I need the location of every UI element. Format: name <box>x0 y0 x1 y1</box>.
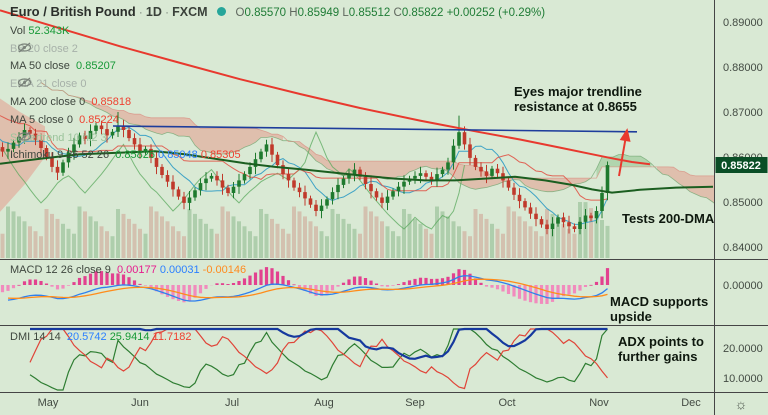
chikou-line <box>0 130 465 230</box>
volume-series <box>0 202 610 258</box>
time-axis-label: Oct <box>498 397 515 409</box>
axis-label: 0.00000 <box>723 280 763 292</box>
time-axis-label: Sep <box>405 397 425 409</box>
annotation-tests-200dma[interactable]: Tests 200-DMA <box>622 211 715 226</box>
time-axis-label: May <box>38 397 59 409</box>
legend-row-ma5[interactable]: MA 5 close 0 0.85224 <box>10 113 119 127</box>
axis-label: 0.87000 <box>723 107 763 119</box>
axis-label: 0.88000 <box>723 62 763 74</box>
market-status-icon <box>216 7 226 16</box>
text-part: 0.85818 <box>91 96 132 108</box>
text-part: MA 50 close <box>10 60 77 72</box>
text-part: 11.7182 <box>152 331 192 343</box>
time-axis-label: Dec <box>681 397 701 409</box>
text-part: MA 200 close 0 <box>10 96 92 108</box>
visibility-off-icon[interactable] <box>17 131 32 142</box>
price-pane[interactable] <box>0 9 751 258</box>
legend-row-ma50[interactable]: MA 50 close 0.85207 <box>10 59 116 73</box>
text-part: Supertrend 10 hl2 3 <box>10 132 107 144</box>
close-value: 0.85822 <box>401 7 447 19</box>
legend-row-ichimoku[interactable]: Ichimoku 9 26 52 26 0.85826 0.85048 0.85… <box>10 148 241 162</box>
legend-row-dmi[interactable]: DMI 14 14 20.5742 25.9414 11.7182 <box>10 330 191 344</box>
text-part: EMA 21 close 0 <box>10 78 87 90</box>
adx-line <box>30 327 608 360</box>
high-label: H <box>289 7 298 19</box>
visibility-off-icon[interactable] <box>17 77 32 88</box>
text-part: 0.85305 <box>200 149 241 161</box>
text-part: DMI 14 14 <box>10 331 67 343</box>
text-part: Ichimoku 9 26 52 26 <box>10 149 116 161</box>
text-part: 0.85224 <box>79 114 119 126</box>
price-axis[interactable]: 0.890000.880000.870000.860000.850000.840… <box>715 17 768 385</box>
macd-line <box>7 275 608 302</box>
time-axis-label: Aug <box>314 397 334 409</box>
legend-row-macd[interactable]: MACD 12 26 close 9 0.00177 0.00031 -0.00… <box>10 263 246 277</box>
change-value: +0.00252 (+0.29%) <box>446 7 546 19</box>
open-value: 0.85570 <box>244 7 290 19</box>
trend-arrow[interactable] <box>618 127 633 177</box>
text-part: 0.85826 <box>115 149 159 161</box>
open-label: O <box>235 7 245 19</box>
time-axis-label: Nov <box>589 397 609 409</box>
tenkan-line <box>0 126 608 225</box>
settings-icon[interactable]: ☼ <box>735 396 748 412</box>
text-part: 0.85048 <box>158 149 201 161</box>
text-part: 20.5742 <box>66 331 110 343</box>
legend-row-supertrend[interactable]: Supertrend 10 hl2 3 <box>10 131 107 145</box>
text-part: 52.343K <box>28 25 70 37</box>
axis-label: 0.85000 <box>723 197 763 209</box>
text-part: Vol <box>10 25 29 37</box>
annotation-adx-gains[interactable]: ADX points to further gains <box>618 334 704 364</box>
text-part: -0.00146 <box>202 264 247 276</box>
axis-label: 10.0000 <box>723 373 763 385</box>
plus-di-line <box>29 328 608 391</box>
text-part: MACD 12 26 close 9 <box>10 264 117 276</box>
time-axis-label: Jul <box>225 397 239 409</box>
ma50-line <box>0 150 714 194</box>
symbol-header[interactable]: Euro / British Pound · 1D · FXCM O0.85570… <box>10 4 546 19</box>
ma200-line <box>0 9 651 166</box>
time-axis[interactable]: May Jun Jul Aug Sep Oct Nov Dec ☼ <box>38 396 748 412</box>
low-value: 0.85512 <box>348 7 394 19</box>
high-value: 0.85949 <box>297 7 343 19</box>
dmi-pane[interactable] <box>29 327 608 391</box>
legend-row-ema21[interactable]: EMA 21 close 0 <box>10 77 86 91</box>
svg-text:0.85822: 0.85822 <box>721 160 761 172</box>
ohlc-values: O0.85570 H0.85949 L0.85512 C0.85822 +0.0… <box>236 7 546 19</box>
current-price-tag: 0.85822 <box>715 157 768 173</box>
close-label: C <box>393 7 402 19</box>
axis-label: 0.84000 <box>723 242 763 254</box>
text-part: BB 20 close 2 <box>10 43 78 55</box>
time-axis-label: Jun <box>131 397 149 409</box>
macd-pane[interactable] <box>0 267 610 304</box>
legend-row-volume[interactable]: Vol 52.343K <box>10 24 69 38</box>
annotation-macd-upside[interactable]: MACD supports upside <box>610 294 709 324</box>
legend-row-ma200[interactable]: MA 200 close 0 0.85818 <box>10 95 131 109</box>
text-part: 0.00031 <box>159 264 203 276</box>
annotation-trendline-resistance[interactable]: Eyes major trendline resistance at 0.8655 <box>514 84 642 114</box>
axis-label: 20.0000 <box>723 343 763 355</box>
text-part: 0.85207 <box>76 60 116 72</box>
trendline-drawing[interactable] <box>112 125 638 133</box>
symbol-title: Euro / British Pound <box>10 4 136 19</box>
kijun-line <box>0 115 608 201</box>
legend-row-bollinger[interactable]: BB 20 close 2 <box>10 42 78 56</box>
visibility-off-icon[interactable] <box>17 42 32 53</box>
macd-signal-line <box>7 278 608 299</box>
low-label: L <box>342 7 349 19</box>
exchange-label: FXCM <box>172 5 208 19</box>
axis-label: 0.89000 <box>723 17 763 29</box>
text-part: MA 5 close 0 <box>10 114 80 126</box>
interval-label[interactable]: 1D <box>145 5 162 19</box>
text-part: 25.9414 <box>109 331 153 343</box>
ichimoku-cloud <box>0 82 714 212</box>
text-part: 0.00177 <box>117 264 160 276</box>
